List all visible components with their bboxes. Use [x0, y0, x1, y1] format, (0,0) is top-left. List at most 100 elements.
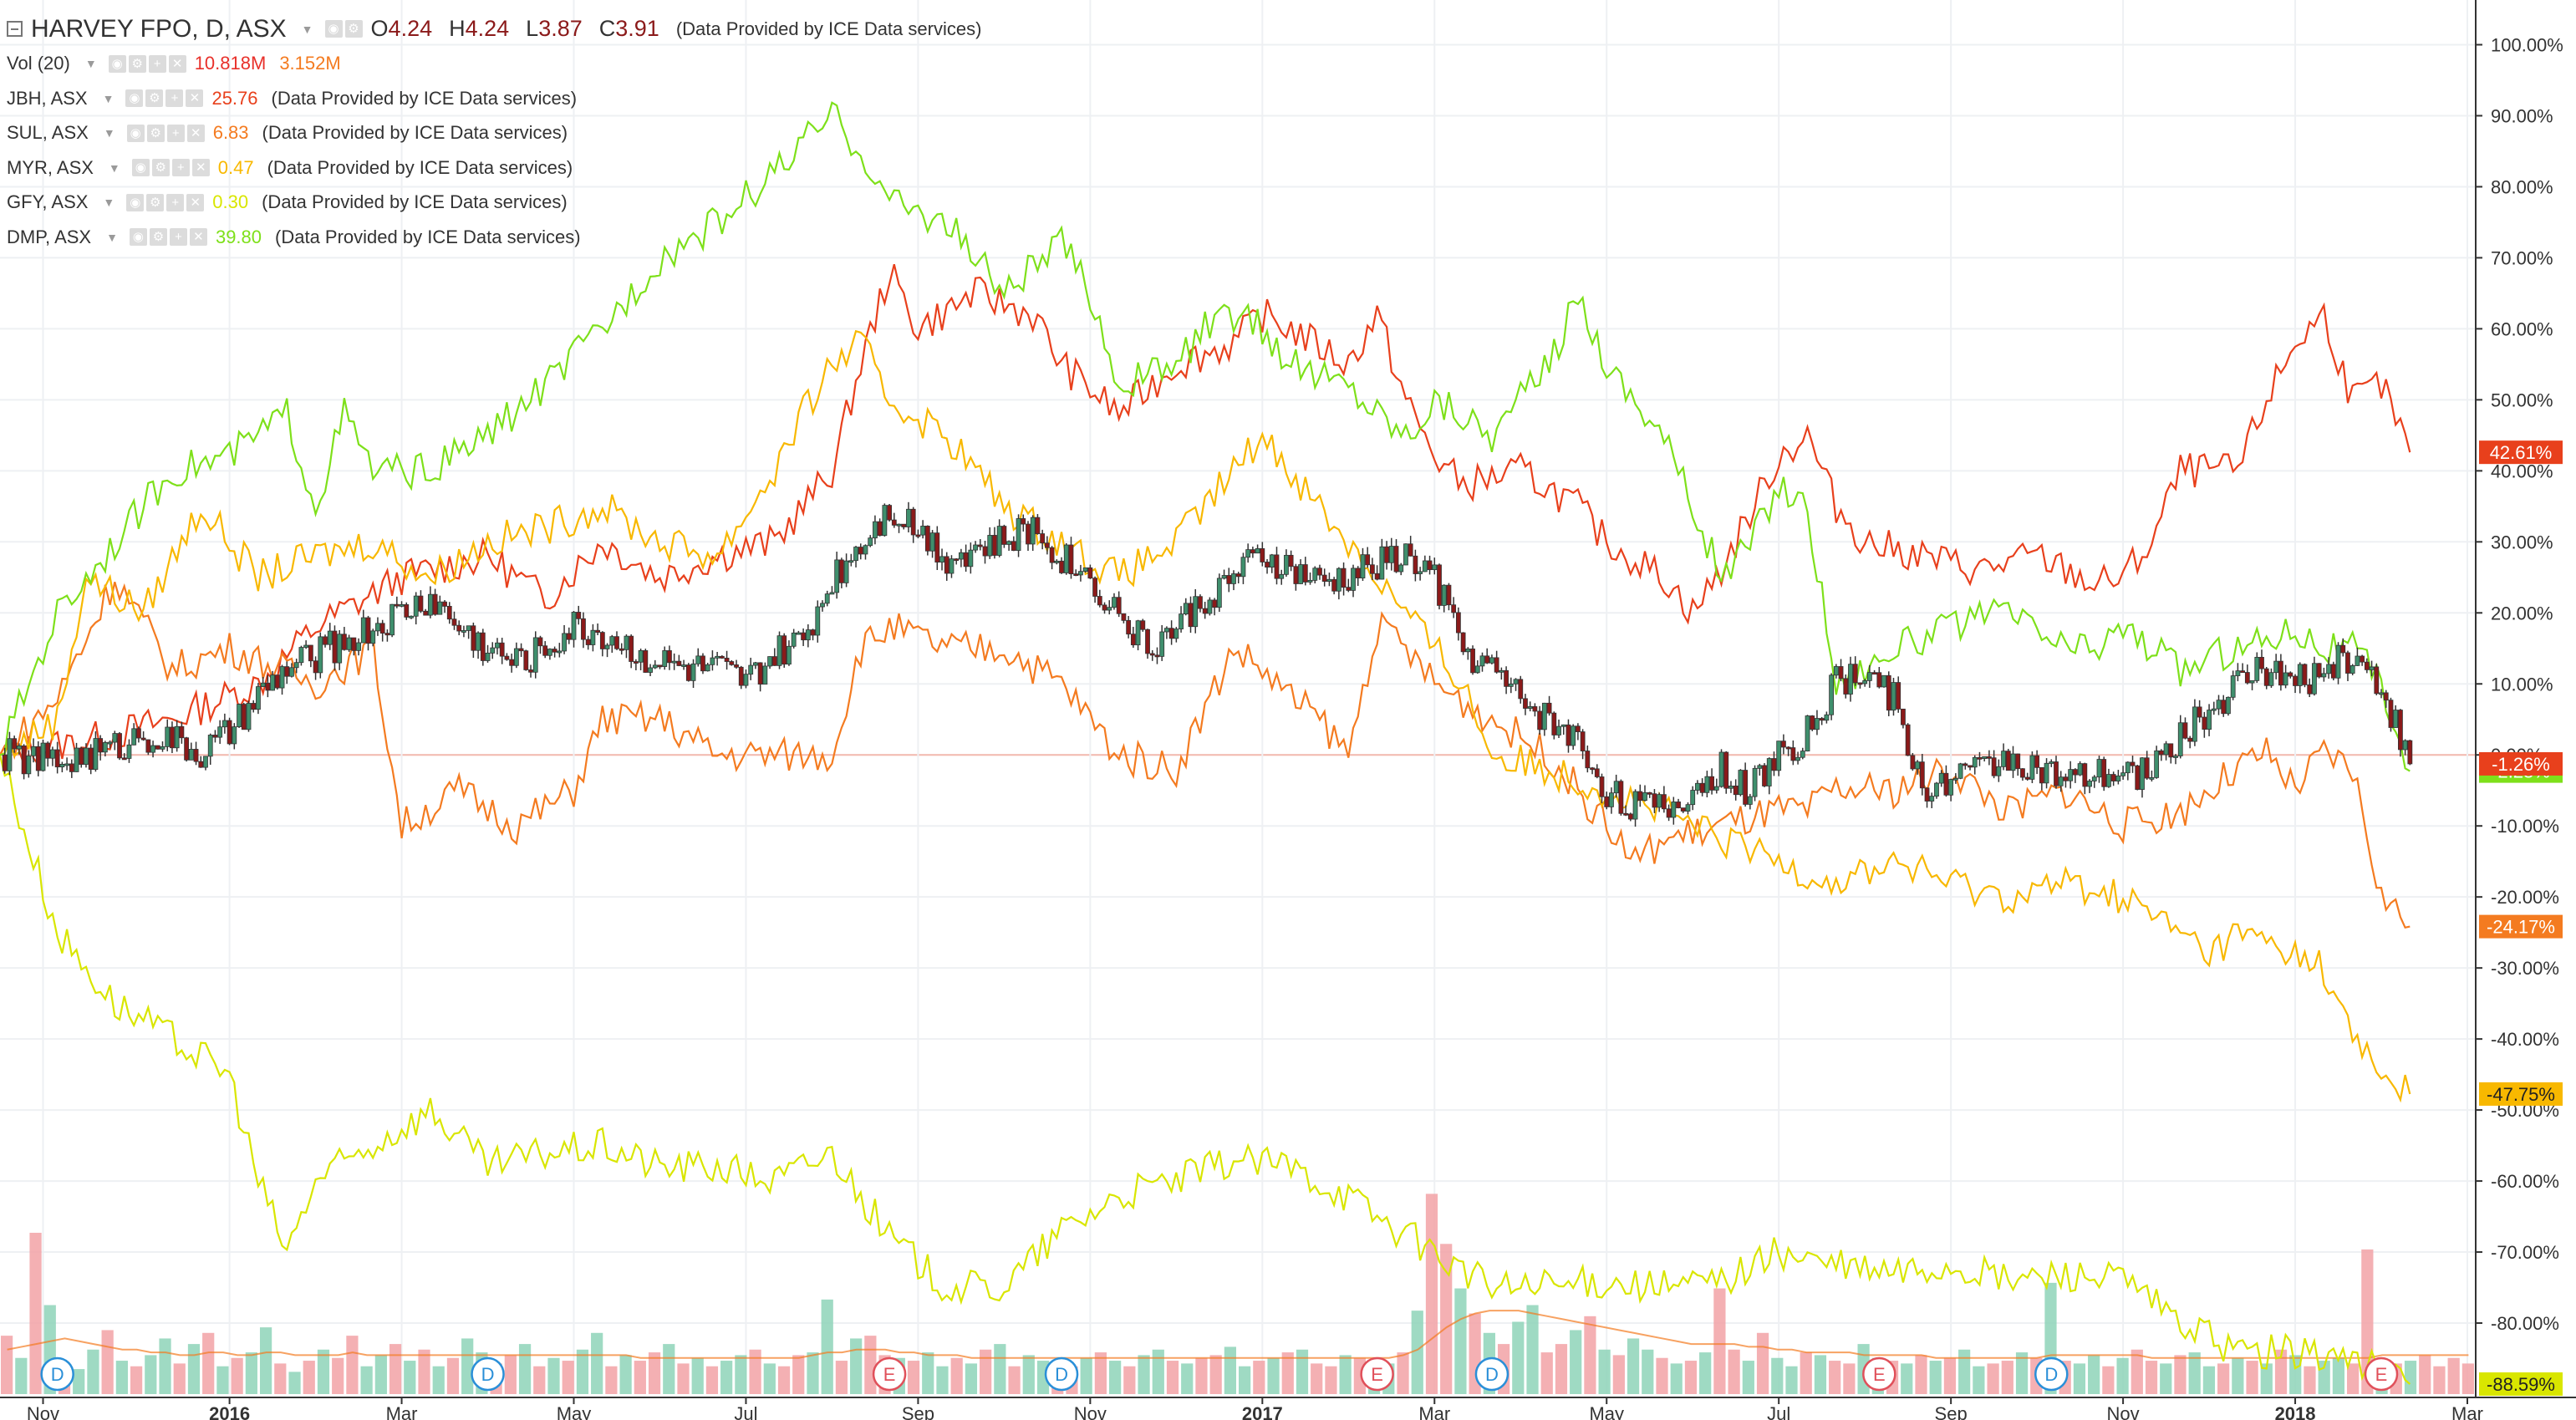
- eye-icon[interactable]: ◉: [126, 124, 145, 142]
- chevron-down-icon[interactable]: ▼: [301, 22, 313, 36]
- candle-body: [2369, 666, 2375, 670]
- candle-body: [1059, 560, 1064, 573]
- volume-bar: [432, 1366, 445, 1394]
- chevron-down-icon[interactable]: ▼: [102, 91, 115, 105]
- candle-body: [413, 595, 419, 617]
- gear-icon[interactable]: ⚙: [151, 159, 170, 177]
- candle-body: [1972, 756, 1978, 768]
- eye-icon[interactable]: ◉: [108, 54, 126, 73]
- chevron-down-icon[interactable]: ▼: [103, 196, 115, 210]
- candle-body: [1288, 554, 1294, 567]
- legend-symbol[interactable]: SUL, ASX: [7, 122, 89, 144]
- plus-icon[interactable]: +: [169, 228, 187, 247]
- candle-body: [427, 593, 433, 616]
- candle-body: [963, 552, 969, 567]
- candle-body: [1408, 543, 1413, 557]
- plus-icon[interactable]: +: [166, 124, 185, 142]
- volume-bar: [461, 1338, 474, 1394]
- candle-body: [968, 549, 974, 567]
- close-icon[interactable]: ✕: [189, 228, 207, 247]
- candle-body: [399, 603, 405, 607]
- gear-icon[interactable]: ⚙: [145, 89, 164, 108]
- candle-body: [2221, 700, 2227, 715]
- chevron-down-icon[interactable]: ▼: [84, 57, 97, 71]
- candle-body: [1938, 772, 1944, 784]
- candle-body: [1632, 791, 1638, 820]
- candle-body: [303, 644, 309, 648]
- plus-icon[interactable]: +: [171, 159, 190, 177]
- candle-body: [1216, 578, 1222, 608]
- candle-body: [868, 537, 873, 547]
- plus-icon[interactable]: +: [148, 54, 166, 73]
- gear-icon[interactable]: ⚙: [344, 20, 363, 38]
- plus-icon[interactable]: +: [166, 193, 185, 211]
- main-symbol[interactable]: HARVEY FPO, D, ASX: [31, 14, 287, 43]
- data-provider-note: (Data Provided by ICE Data services): [262, 122, 568, 144]
- candle-body: [576, 612, 582, 619]
- legend-symbol[interactable]: MYR, ASX: [7, 156, 94, 178]
- eye-icon[interactable]: ◉: [324, 20, 343, 38]
- gear-icon[interactable]: ⚙: [146, 193, 165, 211]
- candle-body: [2144, 757, 2150, 779]
- volume-bar: [634, 1361, 646, 1394]
- price-axis[interactable]: 100.00% 90.00% 80.00% 70.00% 60.00% 50.00% 40.…: [2475, 0, 2576, 1420]
- legend-symbol[interactable]: GFY, ASX: [7, 191, 89, 213]
- volume-bar: [2188, 1352, 2201, 1394]
- candle-body: [2158, 750, 2164, 756]
- legend-symbol[interactable]: DMP, ASX: [7, 226, 92, 247]
- close-icon[interactable]: ✕: [186, 89, 204, 108]
- volume-bar: [418, 1349, 430, 1394]
- gear-icon[interactable]: ⚙: [149, 228, 167, 247]
- candle-body: [595, 629, 601, 633]
- x-tick-label: 2016: [209, 1403, 250, 1420]
- last-value-badge: -47.75%: [2487, 1084, 2555, 1105]
- gear-icon[interactable]: ⚙: [146, 124, 165, 142]
- candle-body: [824, 593, 830, 604]
- legend-symbol[interactable]: Vol (20): [7, 53, 70, 74]
- candle-body: [64, 763, 69, 766]
- close-icon[interactable]: ✕: [191, 159, 210, 177]
- close-icon[interactable]: ✕: [186, 193, 205, 211]
- gear-icon[interactable]: ⚙: [128, 54, 146, 73]
- volume-bar: [73, 1369, 85, 1394]
- eye-icon[interactable]: ◉: [125, 89, 144, 108]
- time-axis[interactable]: Nov 2016 Mar May Jul Sep Nov 2017 Mar May Jul Sep No…: [0, 1397, 2576, 1420]
- candle-body: [1910, 755, 1916, 770]
- volume-bar: [1224, 1346, 1236, 1394]
- chevron-down-icon[interactable]: ▼: [108, 160, 120, 175]
- candle-body: [1260, 548, 1265, 562]
- candle-body: [1403, 543, 1408, 566]
- event-marker: [2034, 1356, 2069, 1392]
- chevron-down-icon[interactable]: ▼: [106, 230, 118, 244]
- legend-symbol[interactable]: JBH, ASX: [7, 87, 88, 109]
- chevron-down-icon[interactable]: ▼: [103, 126, 115, 140]
- close-icon[interactable]: ✕: [186, 124, 205, 142]
- candle-body: [2063, 776, 2069, 781]
- candle-body: [1374, 573, 1380, 580]
- eye-icon[interactable]: ◉: [129, 228, 147, 247]
- collapse-icon[interactable]: [7, 21, 23, 38]
- candle-body: [2288, 672, 2293, 677]
- candle-body: [910, 508, 916, 536]
- candle-body: [1202, 608, 1208, 614]
- y-tick-label: 30.00%: [2491, 532, 2553, 552]
- volume-bar: [1267, 1357, 1280, 1394]
- candle-body: [1527, 706, 1533, 709]
- candle-body: [2163, 743, 2169, 756]
- event-marker: [2364, 1356, 2399, 1392]
- candle-body: [624, 635, 629, 650]
- eye-icon[interactable]: ◉: [126, 193, 145, 211]
- candle-body: [815, 606, 821, 636]
- close-icon[interactable]: ✕: [168, 54, 186, 73]
- volume-bar: [864, 1336, 877, 1394]
- volume-bar: [2447, 1357, 2460, 1394]
- candle-body: [781, 635, 787, 665]
- volume-bar: [2260, 1363, 2273, 1394]
- eye-icon[interactable]: ◉: [131, 159, 150, 177]
- candle-body: [1680, 807, 1686, 812]
- candle-body: [1652, 793, 1657, 808]
- last-value-badge-bg: [2479, 440, 2563, 465]
- plus-icon[interactable]: +: [165, 89, 184, 108]
